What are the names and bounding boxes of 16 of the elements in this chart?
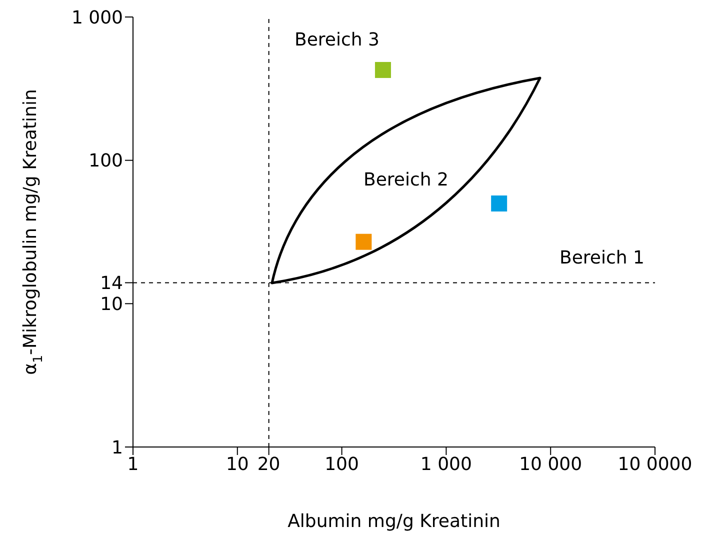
x-tick-label: 10 [226,454,249,475]
x-tick-label: 10 000 [519,454,582,475]
x-tick-label: 100 [324,454,359,475]
x-tick-label: 20 [257,454,280,475]
y-tick-label: 1 [112,437,123,458]
annotation: Bereich 3 [294,30,380,50]
y-tick-label: 10 [100,294,123,316]
x-tick-label: 1 [127,454,139,475]
x-tick-label: 1 000 [420,454,472,475]
y-tick-label: 14 [100,273,123,294]
annotation: Bereich 2 [364,170,448,190]
annotation: Bereich 1 [560,248,644,268]
y-tick-label: 1 000 [71,7,123,28]
x-tick-label: 10 0000 [618,454,692,475]
y-tick-label: 100 [88,150,123,172]
x-axis-title: Albumin mg/g Kreatinin [288,511,500,532]
